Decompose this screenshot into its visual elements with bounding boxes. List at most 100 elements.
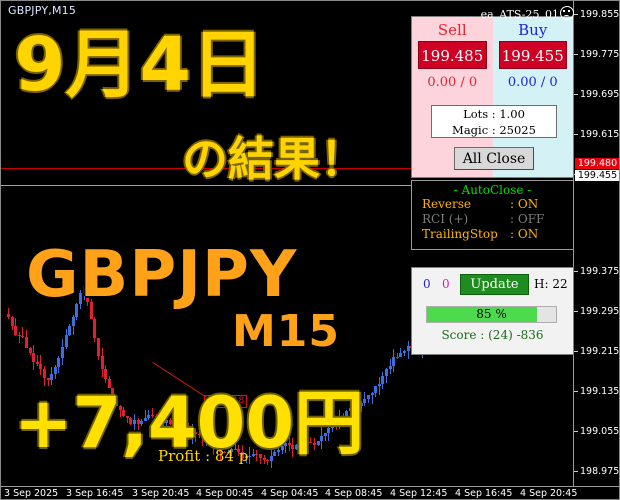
candle-body: [115, 403, 118, 406]
candle-body: [176, 425, 180, 432]
sell-pl-value: 0.00 / 0: [427, 75, 478, 90]
candle-body: [313, 442, 316, 445]
candle-body: [280, 446, 284, 450]
candle-wick: [224, 450, 225, 453]
all-close-button[interactable]: All Close: [454, 147, 534, 170]
candle-wick: [234, 443, 236, 451]
candle-wick: [288, 433, 290, 451]
candle-body: [298, 439, 302, 445]
time-label: 4 Sep 12:45: [390, 488, 448, 499]
candle-wick: [353, 403, 355, 417]
candle-body: [266, 460, 270, 462]
autoclose-title: - AutoClose -: [453, 183, 532, 197]
ask-price-tag: 199.480: [575, 158, 620, 169]
autoclose-panel: - AutoClose - Reverse: ON RCI (+): OFF T…: [411, 180, 574, 250]
candle-wick: [342, 413, 344, 422]
candle-body: [406, 345, 410, 352]
candle-wick: [116, 394, 117, 407]
candle-body: [251, 453, 255, 456]
ea-name-label: ea_ATS-25_01: [481, 4, 574, 21]
candle-body: [82, 285, 86, 293]
bid-price-tag: 199.455: [575, 170, 620, 181]
candle-body: [388, 366, 392, 370]
candle-body: [68, 326, 72, 335]
price-tick: 199.055: [574, 426, 620, 438]
candle-body: [309, 442, 313, 444]
candle-body: [201, 434, 205, 439]
price-tick: 199.135: [574, 386, 620, 398]
hours-label: H: 22: [534, 277, 568, 291]
magic-value: Magic : 25025: [452, 123, 536, 137]
candle-body: [165, 420, 169, 424]
candle-body: [352, 406, 356, 409]
time-scale[interactable]: 3 Sep 2025 3 Sep 16:45 3 Sep 20:45 4 Sep 00…: [0, 486, 620, 500]
candle-body: [61, 346, 64, 358]
candle-body: [71, 317, 75, 327]
chart-plot-area[interactable]: 199.918: [1, 14, 572, 484]
candle-body: [133, 419, 136, 424]
reverse-value: : ON: [510, 197, 539, 211]
candle-wick: [144, 409, 146, 422]
candle-body: [291, 445, 295, 450]
candle-wick: [335, 416, 337, 431]
price-scale[interactable]: 199.855199.775199.695199.615199.535199.3…: [573, 0, 620, 486]
candle-body: [14, 325, 18, 335]
candle-wick: [198, 426, 200, 439]
candle-wick: [249, 447, 251, 465]
candle-body: [35, 361, 39, 364]
candle-body: [359, 402, 363, 407]
candle-body: [89, 301, 93, 319]
candle-body: [269, 455, 273, 461]
candle-wick: [206, 431, 207, 446]
time-label: 3 Sep 2025: [4, 488, 59, 499]
candle-body: [295, 444, 298, 450]
candle-body: [190, 432, 194, 436]
candle-body: [57, 357, 61, 368]
candle-wick: [404, 350, 405, 356]
candle-body: [100, 356, 104, 370]
candle-body: [374, 386, 378, 393]
update-button[interactable]: Update: [460, 274, 529, 295]
candle-body: [338, 417, 342, 424]
buy-button[interactable]: 199.455: [498, 41, 567, 69]
candle-body: [287, 442, 291, 446]
candle-body: [323, 432, 327, 436]
candle-body: [316, 441, 320, 445]
overlay-result-text: の結果！: [182, 132, 366, 186]
progress-bar-fill: [427, 307, 537, 322]
candle-body: [262, 458, 266, 461]
candle-wick: [310, 437, 312, 444]
candle-wick: [152, 408, 153, 418]
candle-body: [363, 398, 367, 403]
price-tick: 198.975: [574, 466, 620, 478]
price-tick: 199.775: [574, 49, 620, 61]
sell-title: Sell: [437, 21, 467, 39]
candle-body: [104, 369, 108, 379]
candle-body: [161, 417, 165, 424]
sell-button[interactable]: 199.485: [418, 41, 487, 69]
candle-body: [21, 335, 25, 337]
candle-body: [125, 416, 129, 418]
candle-body: [226, 451, 230, 453]
candle-wick: [357, 398, 359, 413]
ask-price-line: [1, 168, 572, 169]
candle-wick: [137, 417, 139, 430]
candle-body: [10, 316, 14, 326]
autoclose-row-trailing: TrailingStop: ON: [412, 227, 573, 242]
candle-body: [111, 388, 115, 404]
time-label: 4 Sep 16:45: [455, 488, 513, 499]
candle-body: [143, 418, 147, 422]
candle-body: [370, 392, 374, 396]
candle-body: [377, 383, 381, 387]
candle-body: [205, 437, 208, 439]
time-label: 4 Sep 20:45: [520, 488, 578, 499]
candle-wick: [148, 409, 150, 421]
overlay-profit-text: +7,400円: [14, 382, 365, 464]
score-text: Score : (24) -836: [441, 328, 544, 342]
candle-body: [392, 356, 396, 367]
candle-body: [158, 417, 162, 422]
candle-wick: [195, 428, 197, 442]
candle-body: [50, 373, 54, 381]
candle-body: [179, 431, 183, 433]
